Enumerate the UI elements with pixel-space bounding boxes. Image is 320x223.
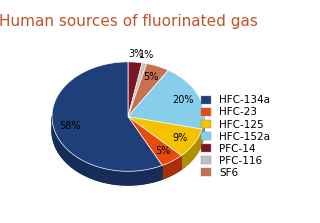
Polygon shape — [128, 70, 204, 129]
Polygon shape — [128, 117, 181, 165]
Ellipse shape — [52, 76, 204, 185]
Text: 1%: 1% — [139, 50, 155, 60]
Text: 20%: 20% — [172, 95, 194, 105]
Polygon shape — [128, 64, 168, 117]
Polygon shape — [202, 117, 204, 143]
Text: 58%: 58% — [60, 122, 81, 131]
Polygon shape — [162, 156, 181, 179]
Title: Human sources of fluorinated gas: Human sources of fluorinated gas — [0, 14, 257, 29]
Polygon shape — [128, 62, 142, 117]
Text: 5%: 5% — [144, 72, 159, 82]
Polygon shape — [128, 63, 147, 117]
Text: 9%: 9% — [172, 132, 187, 142]
Legend: HFC-134a, HFC-23, HFC-125, HFC-152a, PFC-14, PFC-116, SF6: HFC-134a, HFC-23, HFC-125, HFC-152a, PFC… — [201, 95, 270, 178]
Polygon shape — [128, 117, 202, 156]
Text: 3%: 3% — [129, 49, 144, 59]
Polygon shape — [52, 117, 162, 185]
Text: 5%: 5% — [155, 146, 170, 156]
Polygon shape — [52, 62, 162, 171]
Polygon shape — [181, 129, 202, 169]
